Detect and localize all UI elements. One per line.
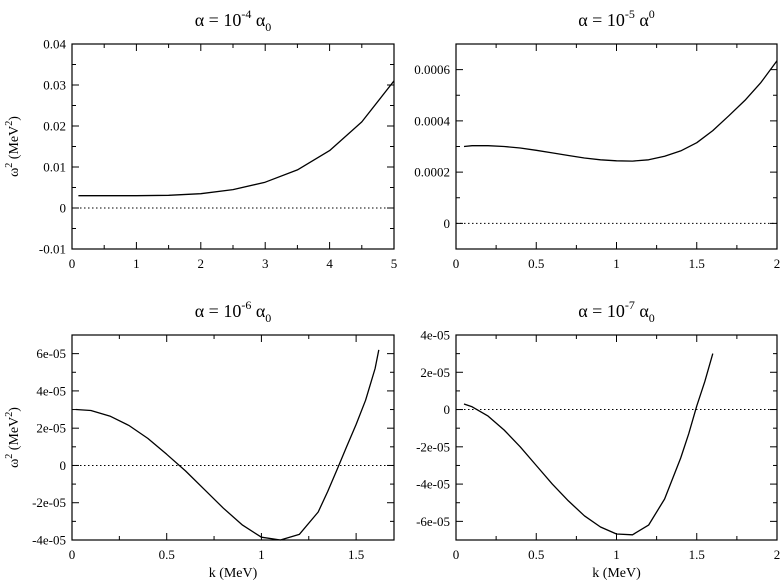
- x-tick-label: 1: [613, 547, 620, 562]
- title-symbol: α: [251, 301, 266, 321]
- y-axis-label: ω2 (MeV2): [4, 116, 22, 177]
- x-tick-label: 0: [453, 256, 460, 271]
- x-tick-label: 0.5: [528, 256, 544, 271]
- series-line: [78, 80, 395, 197]
- y-label-exponent: 2: [4, 163, 15, 168]
- title-base: α = 10: [195, 10, 242, 30]
- title-subscript: 0: [265, 311, 271, 325]
- title-base: α = 10: [578, 10, 625, 30]
- y-label-close: ): [7, 116, 22, 121]
- title-symbol: α: [635, 10, 650, 30]
- y-tick-label: -2e-05: [416, 439, 450, 454]
- y-label-omega: ω: [7, 459, 22, 468]
- x-axis-label: k (MeV): [592, 566, 641, 581]
- y-tick-label: 0: [444, 216, 451, 231]
- x-tick-label: 0: [453, 547, 460, 562]
- title-exponent: -4: [241, 7, 251, 21]
- y-label-close: ): [7, 407, 22, 412]
- title-symbol: α: [251, 10, 266, 30]
- y-tick-label: -4e-05: [32, 533, 66, 548]
- title-exponent: -5: [625, 7, 635, 21]
- chart-title: α = 10-6 α0: [195, 298, 272, 325]
- x-tick-label: 1: [613, 256, 620, 271]
- y-tick-label: 2e-05: [36, 421, 66, 436]
- x-tick-label: 3: [262, 256, 269, 271]
- x-tick-label: 1.5: [348, 547, 364, 562]
- y-label-exponent: 2: [4, 454, 15, 459]
- y-tick-label: -2e-05: [32, 495, 66, 510]
- x-tick-label: 0: [69, 256, 76, 271]
- x-axis-label: k (MeV): [209, 566, 258, 581]
- y-tick-label: 6e-05: [36, 346, 66, 361]
- y-label-unit: (MeV: [7, 126, 22, 163]
- y-tick-label: 0.0006: [414, 62, 450, 77]
- series-line: [75, 349, 380, 541]
- plot-frame: [71, 43, 395, 250]
- title-exponent: -6: [241, 298, 251, 312]
- y-tick-label: 0: [444, 402, 451, 417]
- chart-title: α = 10-7 α0: [578, 298, 655, 325]
- y-tick-label: 0.03: [43, 78, 66, 93]
- y-tick-label: 4e-05: [36, 383, 66, 398]
- y-label-unit-exponent: 2: [4, 121, 15, 126]
- y-tick-label: 4e-05: [420, 328, 450, 343]
- y-tick-label: 0.0004: [414, 113, 450, 128]
- x-tick-label: 1.5: [689, 256, 705, 271]
- title-subscript: 0: [265, 20, 271, 34]
- title-symbol: α: [635, 301, 650, 321]
- y-tick-label: 2e-05: [420, 365, 450, 380]
- y-tick-label: 0.02: [43, 119, 66, 134]
- y-tick-label: -6e-05: [416, 514, 450, 529]
- y-label-unit: (MeV: [7, 417, 22, 454]
- title-base: α = 10: [578, 301, 625, 321]
- x-tick-label: 1.5: [689, 547, 705, 562]
- title-superscript: 0: [649, 7, 655, 21]
- y-tick-label: 0.0002: [414, 165, 450, 180]
- x-tick-label: 1: [258, 547, 265, 562]
- y-tick-label: 0.04: [43, 37, 66, 52]
- title-base: α = 10: [195, 301, 242, 321]
- plot-frame: [455, 334, 778, 541]
- x-tick-label: 0.5: [528, 547, 544, 562]
- x-tick-label: 0: [69, 547, 76, 562]
- chart-panel-3: 0 0.5 1 1.5 -4e-05 -2e-05 0 2e-05 4e-05 6e-05 α = …: [4, 298, 395, 581]
- x-tick-label: 0.5: [159, 547, 175, 562]
- y-tick-label: 0.01: [43, 160, 66, 175]
- title-subscript: 0: [649, 311, 655, 325]
- y-tick-label: -0.01: [39, 242, 66, 257]
- y-label-omega: ω: [7, 168, 22, 177]
- y-tick-label: 0: [60, 458, 67, 473]
- series-line: [463, 353, 714, 536]
- y-tick-label: -4e-05: [416, 477, 450, 492]
- y-tick-label: 0: [60, 201, 67, 216]
- chart-panel-4: 0 0.5 1 1.5 2 -6e-05 -4e-05 -2e-05 0 2e-05 4e-05 α …: [416, 298, 780, 581]
- x-tick-label: 2: [774, 256, 781, 271]
- title-exponent: -7: [625, 298, 635, 312]
- x-tick-label: 5: [391, 256, 398, 271]
- x-tick-label: 1: [133, 256, 140, 271]
- chart-title: α = 10-5 α0: [578, 7, 655, 30]
- x-tick-label: 2: [198, 256, 205, 271]
- y-axis-label: ω2 (MeV2): [4, 407, 22, 468]
- x-tick-label: 4: [326, 256, 333, 271]
- y-label-unit-exponent: 2: [4, 412, 15, 417]
- chart-title: α = 10-4 α0: [195, 7, 272, 34]
- x-tick-label: 2: [774, 547, 781, 562]
- series-line: [463, 60, 778, 162]
- plot-frame: [71, 334, 395, 541]
